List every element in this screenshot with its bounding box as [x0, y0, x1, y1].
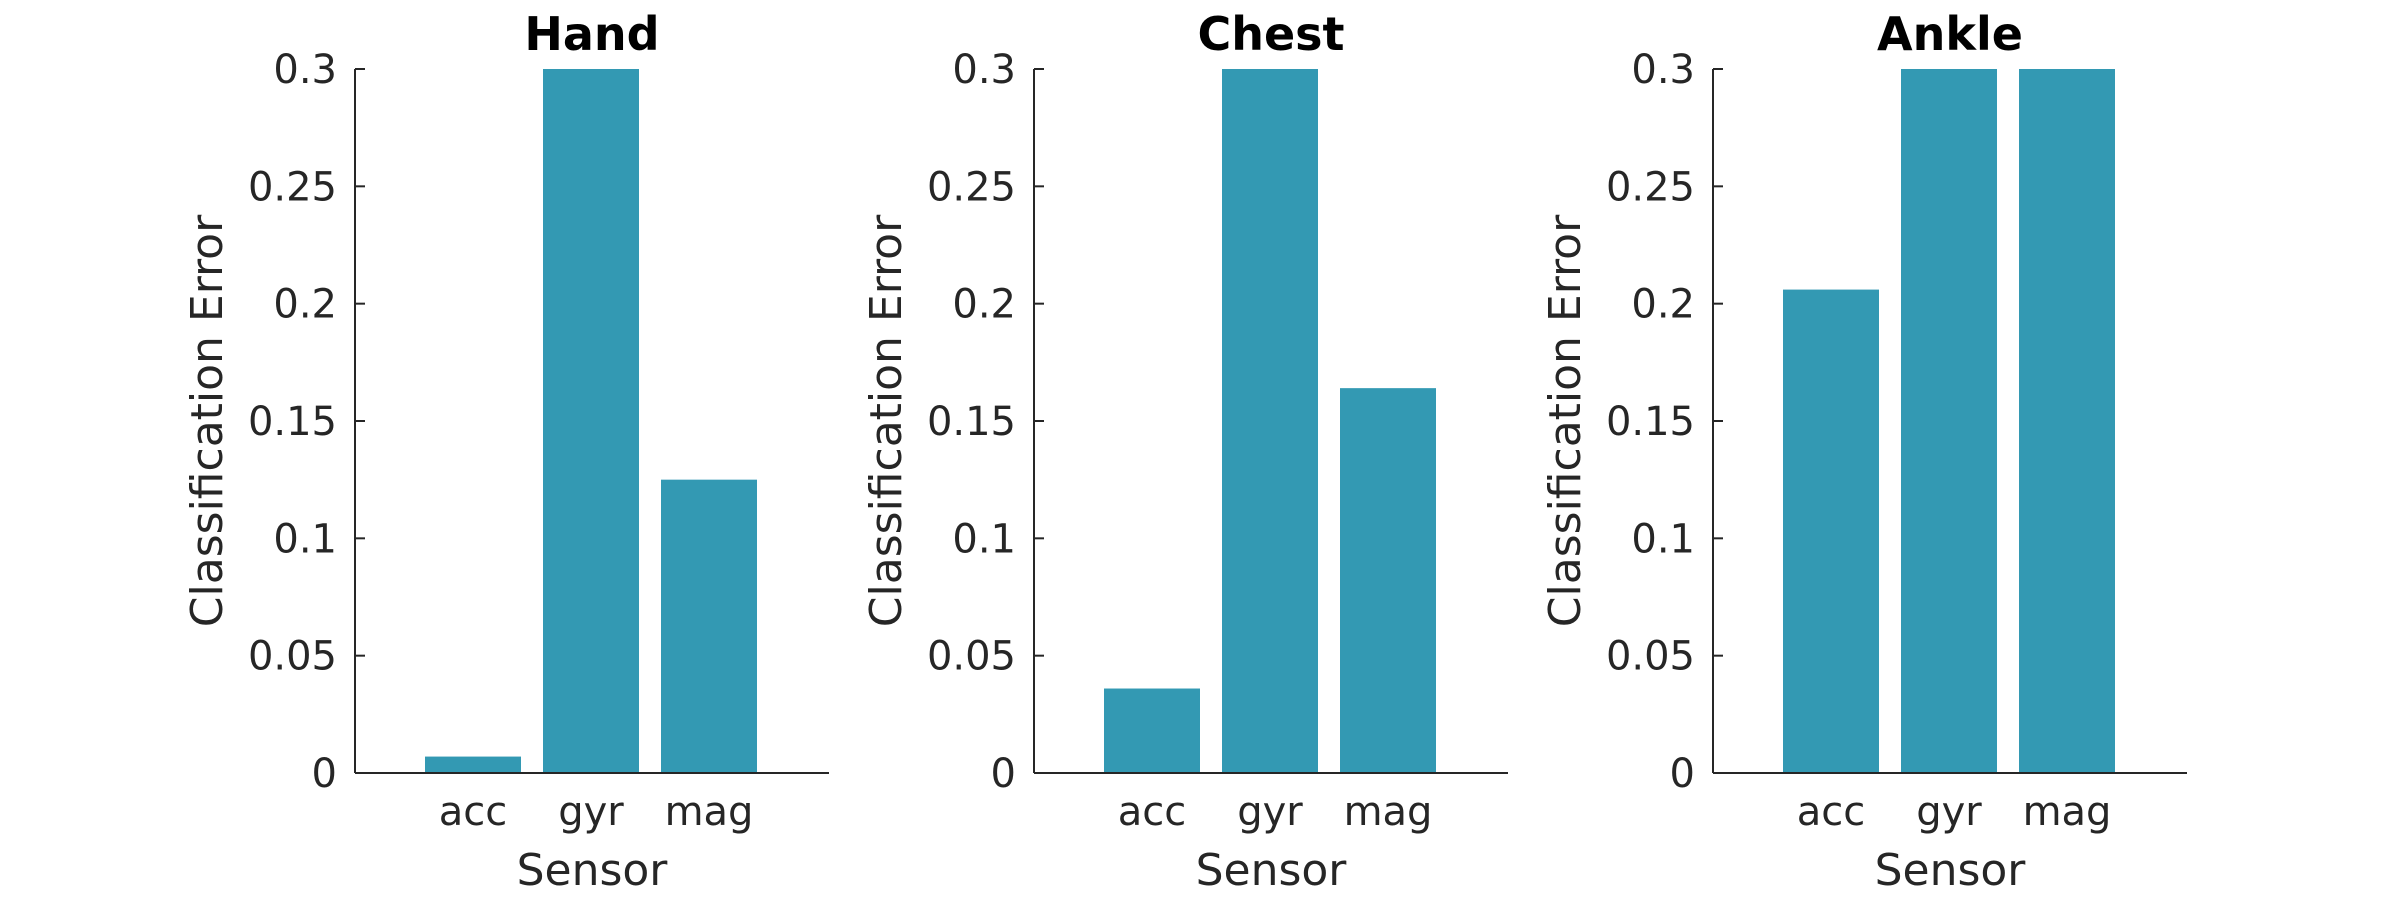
y-tick-label: 0.3: [952, 47, 1016, 93]
chart-panel-ankle: 0 0.05 0.1 0.15 0.2 0.25 0.3 acc gyr mag Ankle Sens…: [1540, 7, 2187, 896]
y-tick-label: 0.25: [248, 164, 337, 210]
bar-gyr: [543, 69, 639, 773]
chart-panel-hand: 0 0.05 0.1 0.15 0.2 0.25 0.3 acc gyr mag Hand Senso…: [182, 7, 829, 896]
y-tick-label: 0.2: [952, 282, 1016, 328]
y-tick-label: 0: [312, 751, 337, 797]
x-tick-label: mag: [665, 789, 754, 835]
x-tick-label: gyr: [1916, 789, 1982, 835]
y-tick-label: 0.3: [273, 47, 337, 93]
y-tick-label: 0.15: [927, 399, 1016, 445]
bar-mag: [2019, 69, 2115, 773]
y-tick-label: 0.2: [1631, 282, 1695, 328]
bar-acc: [1783, 289, 1879, 773]
y-tick-label: 0.1: [273, 516, 337, 562]
y-tick-label: 0.1: [952, 516, 1016, 562]
bar-gyr: [1222, 69, 1318, 773]
chart-panel-chest: 0 0.05 0.1 0.15 0.2 0.25 0.3 acc gyr mag Chest Sens…: [861, 7, 1508, 896]
y-tick-label: 0.25: [927, 164, 1016, 210]
y-tick-label: 0.15: [1606, 399, 1695, 445]
bar-acc: [425, 756, 521, 773]
x-axis-label: Sensor: [1196, 845, 1348, 896]
x-tick-label: gyr: [1237, 789, 1303, 835]
chart-title: Ankle: [1877, 7, 2023, 61]
y-tick-label: 0.3: [1631, 47, 1695, 93]
x-tick-label: gyr: [558, 789, 624, 835]
x-axis-label: Sensor: [1875, 845, 2027, 896]
y-tick-label: 0.25: [1606, 164, 1695, 210]
x-axis-label: Sensor: [517, 845, 669, 896]
x-tick-label: acc: [1118, 789, 1187, 835]
y-tick-label: 0.15: [248, 399, 337, 445]
bar-mag: [661, 479, 757, 773]
y-tick-label: 0.2: [273, 282, 337, 328]
y-tick-label: 0.05: [927, 634, 1016, 680]
y-axis-label: Classification Error: [1540, 214, 1591, 627]
y-axis-label: Classification Error: [861, 214, 912, 627]
bar-acc: [1104, 688, 1200, 773]
y-tick-label: 0.1: [1631, 516, 1695, 562]
bar-gyr: [1901, 69, 1997, 773]
chart-title: Chest: [1197, 7, 1344, 61]
y-tick-label: 0: [991, 751, 1016, 797]
y-tick-label: 0: [1670, 751, 1695, 797]
x-tick-label: acc: [439, 789, 508, 835]
y-axis-label: Classification Error: [182, 214, 233, 627]
x-tick-label: mag: [2023, 789, 2112, 835]
y-tick-label: 0.05: [248, 634, 337, 680]
bar-mag: [1340, 388, 1436, 773]
x-tick-label: acc: [1797, 789, 1866, 835]
chart-title: Hand: [524, 7, 659, 61]
y-tick-label: 0.05: [1606, 634, 1695, 680]
x-tick-label: mag: [1344, 789, 1433, 835]
